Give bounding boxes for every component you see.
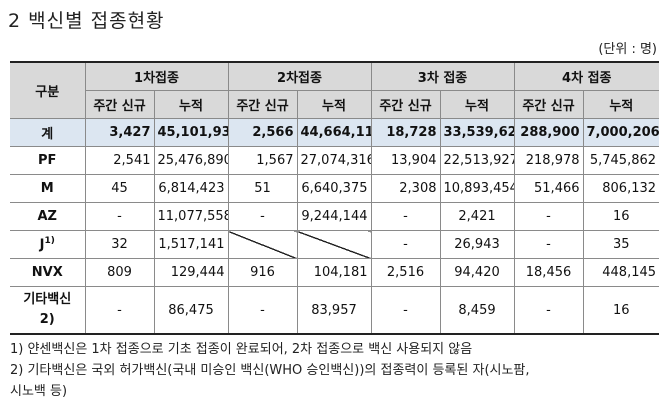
header-weekly-new: 주간 신규	[85, 90, 155, 119]
row-label: 기타백신 2)	[10, 286, 86, 335]
cell: 16	[582, 202, 660, 231]
row-label: J1)	[10, 230, 86, 259]
header-dose-4: 4차 접종	[513, 61, 660, 91]
footnotes: 1) 얀센백신은 1차 접종으로 기초 접종이 완료되어, 2차 접종으로 백신…	[10, 339, 530, 402]
table-row-j: J1) 32 1,517,141 - 26,943 - 35	[10, 230, 660, 259]
cell: 288,900	[513, 118, 584, 147]
header-cumulative: 누적	[439, 90, 515, 119]
row-label-text: J	[39, 237, 45, 253]
cell: 45,101,931	[153, 118, 229, 147]
cell: 2,516	[370, 258, 441, 287]
footnote-2: 2) 기타백신은 국외 허가백신(국내 미승인 백신(WHO 승인백신))의 접…	[10, 363, 530, 378]
page-title: 2 백신별 접종현황	[8, 10, 165, 32]
cell: -	[513, 230, 584, 259]
cell: 18,456	[513, 258, 584, 287]
header-row-sub: 주간 신규 누적 주간 신규 누적 주간 신규 누적 주간 신규 누적	[10, 90, 660, 119]
header-weekly-new: 주간 신규	[370, 90, 441, 119]
row-label: PF	[10, 146, 86, 175]
row-label: 계	[10, 118, 86, 147]
cell: 7,000,206	[582, 118, 660, 147]
cell: 129,444	[153, 258, 229, 287]
table-row-m: M 45 6,814,423 51 6,640,375 2,308 10,893…	[10, 174, 660, 203]
header-dose-3: 3차 접종	[370, 61, 515, 91]
cell: 27,074,316	[296, 146, 372, 175]
header-dose-2: 2차접종	[227, 61, 372, 91]
cell: 2,308	[370, 174, 441, 203]
cell: 18,728	[370, 118, 441, 147]
cell: 218,978	[513, 146, 584, 175]
row-label-line1: 기타백신	[23, 292, 72, 307]
header-weekly-new: 주간 신규	[513, 90, 584, 119]
header-cumulative: 누적	[582, 90, 660, 119]
cell: -	[513, 286, 584, 335]
header-weekly-new: 주간 신규	[227, 90, 298, 119]
cell: 809	[84, 258, 155, 287]
cell: 10,893,454	[439, 174, 515, 203]
cell: 9,244,144	[296, 202, 372, 231]
cell: 45	[84, 174, 155, 203]
cell: 6,640,375	[296, 174, 372, 203]
cell: 8,459	[439, 286, 515, 335]
cell: -	[513, 202, 584, 231]
row-label: M	[10, 174, 86, 203]
cell-diagonal-empty	[296, 230, 372, 259]
header-dose-1: 1차접종	[84, 61, 229, 91]
cell: 1,517,141	[153, 230, 229, 259]
cell: -	[227, 286, 298, 335]
cell-diagonal-empty	[227, 230, 298, 259]
cell: 2,421	[439, 202, 515, 231]
cell: 35	[582, 230, 660, 259]
row-label: NVX	[10, 258, 86, 287]
cell: 83,957	[296, 286, 372, 335]
cell: 916	[227, 258, 298, 287]
cell: 25,476,890	[153, 146, 229, 175]
cell: 5,745,862	[582, 146, 660, 175]
header-row-doses: 구분 1차접종 2차접종 3차 접종 4차 접종	[10, 61, 660, 119]
cell: -	[370, 230, 441, 259]
footnote-2-continued: 시노백 등)	[10, 384, 68, 399]
cell: -	[84, 202, 155, 231]
cell: 448,145	[582, 258, 660, 287]
cell: 26,943	[439, 230, 515, 259]
cell: 3,427	[84, 118, 155, 147]
cell: 104,181	[296, 258, 372, 287]
row-label: AZ	[10, 202, 86, 231]
table-row-nvx: NVX 809 129,444 916 104,181 2,516 94,420…	[10, 258, 660, 287]
cell: 2,566	[227, 118, 298, 147]
unit-label: (단위 : 명)	[598, 42, 657, 57]
header-cumulative: 누적	[296, 90, 372, 119]
cell: 44,664,114	[296, 118, 372, 147]
header-category: 구분	[10, 61, 86, 119]
table-row-az: AZ - 11,077,558 - 9,244,144 - 2,421 - 16	[10, 202, 660, 231]
vaccination-table: 구분 1차접종 2차접종 3차 접종 4차 접종 주간 신규 누적 주간 신규 …	[10, 61, 660, 335]
cell: 16	[582, 286, 660, 335]
cell: 1,567	[227, 146, 298, 175]
cell: 33,539,624	[439, 118, 515, 147]
table-row-pf: PF 2,541 25,476,890 1,567 27,074,316 13,…	[10, 146, 660, 175]
table-row-total: 계 3,427 45,101,931 2,566 44,664,114 18,7…	[10, 118, 660, 147]
cell: 2,541	[84, 146, 155, 175]
cell: 94,420	[439, 258, 515, 287]
cell: 32	[84, 230, 155, 259]
cell: -	[370, 202, 441, 231]
cell: 51,466	[513, 174, 584, 203]
cell: 6,814,423	[153, 174, 229, 203]
row-label-line2: 2)	[39, 312, 55, 327]
table-row-other: 기타백신 2) - 86,475 - 83,957 - 8,459 - 16	[10, 286, 660, 335]
cell: 22,513,927	[439, 146, 515, 175]
cell: -	[84, 286, 155, 335]
header-cumulative: 누적	[153, 90, 229, 119]
cell: 51	[227, 174, 298, 203]
footnote-marker: 1)	[44, 236, 55, 247]
cell: -	[370, 286, 441, 335]
cell: -	[227, 202, 298, 231]
cell: 806,132	[582, 174, 660, 203]
cell: 13,904	[370, 146, 441, 175]
cell: 86,475	[153, 286, 229, 335]
footnote-1: 1) 얀센백신은 1차 접종으로 기초 접종이 완료되어, 2차 접종으로 백신…	[10, 342, 473, 357]
cell: 11,077,558	[153, 202, 229, 231]
